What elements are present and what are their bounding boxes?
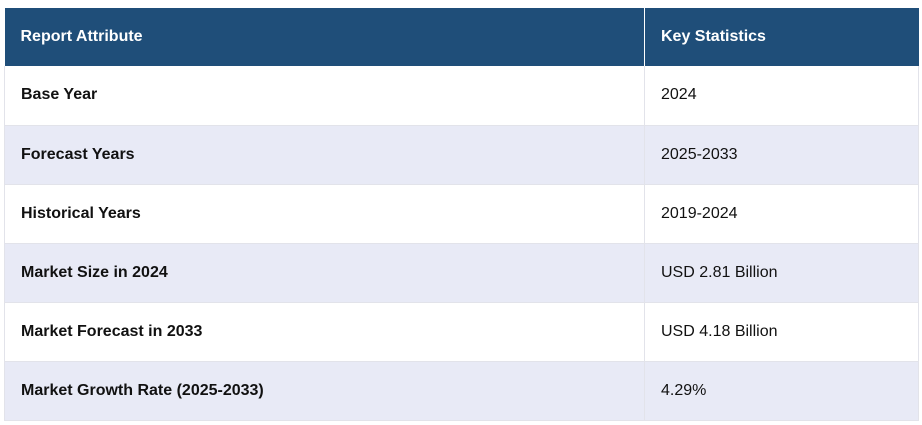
report-table-container: Report Attribute Key Statistics Base Yea… — [4, 8, 919, 421]
table-row: Market Growth Rate (2025-2033) 4.29% — [4, 361, 919, 421]
row-value-cell: 2019-2024 — [644, 184, 919, 244]
table-row: Market Size in 2024 USD 2.81 Billion — [4, 243, 919, 303]
row-value-cell: 4.29% — [644, 361, 919, 421]
column-header-statistics: Key Statistics — [644, 8, 919, 66]
table-header-row: Report Attribute Key Statistics — [4, 8, 919, 66]
row-value-cell: 2024 — [644, 66, 919, 126]
table-row: Forecast Years 2025-2033 — [4, 125, 919, 185]
row-attribute-cell: Base Year — [4, 66, 645, 126]
row-attribute-cell: Market Size in 2024 — [4, 243, 645, 303]
row-value-cell: USD 2.81 Billion — [644, 243, 919, 303]
table-row: Historical Years 2019-2024 — [4, 184, 919, 244]
row-value-cell: 2025-2033 — [644, 125, 919, 185]
report-attributes-table: Report Attribute Key Statistics Base Yea… — [4, 8, 919, 421]
row-attribute-cell: Market Growth Rate (2025-2033) — [4, 361, 645, 421]
table-row: Base Year 2024 — [4, 66, 919, 126]
row-attribute-cell: Market Forecast in 2033 — [4, 302, 645, 362]
row-value-cell: USD 4.18 Billion — [644, 302, 919, 362]
column-header-attribute: Report Attribute — [4, 8, 645, 66]
table-row: Market Forecast in 2033 USD 4.18 Billion — [4, 302, 919, 362]
row-attribute-cell: Forecast Years — [4, 125, 645, 185]
row-attribute-cell: Historical Years — [4, 184, 645, 244]
